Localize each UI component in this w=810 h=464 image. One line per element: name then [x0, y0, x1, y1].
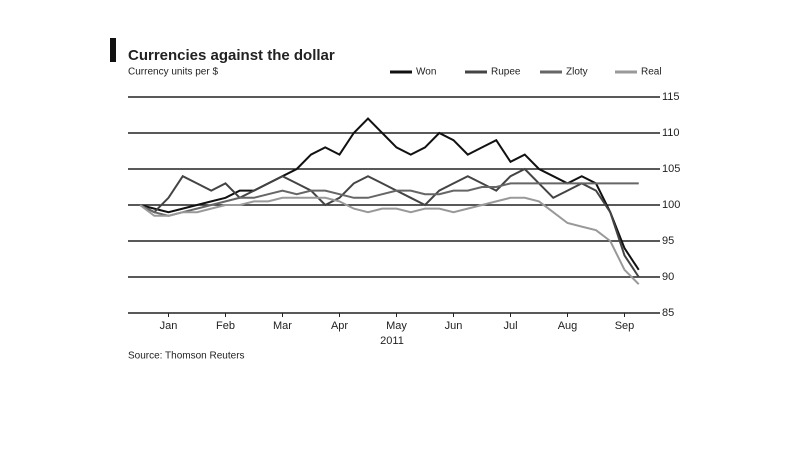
x-tick-label: Apr [331, 320, 348, 332]
legend-label: Won [416, 67, 436, 78]
x-tick-label: May [386, 320, 407, 332]
y-tick-label: 105 [662, 163, 680, 175]
x-tick-label: Aug [558, 320, 578, 332]
x-tick-label: Feb [216, 320, 235, 332]
y-tick-label: 90 [662, 271, 674, 283]
y-tick-label: 100 [662, 199, 680, 211]
chart-title: Currencies against the dollar [128, 47, 335, 64]
x-tick-label: Jul [503, 320, 517, 332]
x-tick-label: Sep [615, 320, 635, 332]
y-tick-label: 115 [662, 91, 680, 103]
series-line [139, 167, 640, 278]
year-label: 2011 [380, 335, 404, 347]
legend-label: Real [641, 67, 662, 78]
x-tick-label: Jan [160, 320, 178, 332]
x-tick-label: Mar [273, 320, 292, 332]
legend-label: Rupee [491, 67, 521, 78]
series-line [139, 196, 640, 285]
series-line [139, 117, 640, 271]
x-tick-label: Jun [445, 320, 463, 332]
y-tick-label: 110 [662, 127, 680, 139]
legend-label: Zloty [566, 67, 588, 78]
series-line [139, 182, 639, 217]
y-tick-label: 85 [662, 307, 674, 319]
chart-subtitle: Currency units per $ [128, 67, 218, 78]
title-marker [110, 38, 116, 62]
source: Source: Thomson Reuters [128, 351, 245, 362]
y-tick-label: 95 [662, 235, 674, 247]
